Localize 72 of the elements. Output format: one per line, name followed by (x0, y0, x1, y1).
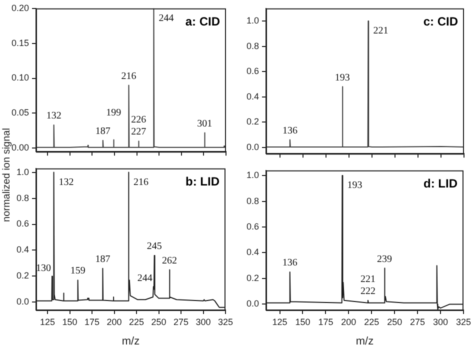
annotation: 130 (36, 262, 52, 274)
y-tick-label: 0.6 (16, 218, 29, 229)
text: c: CID (423, 14, 458, 29)
y-tick-label: 0.4 (246, 91, 259, 102)
x-tick-label: 300 (196, 316, 211, 327)
x-tick-label: 175 (318, 316, 334, 327)
annotation: 244 (137, 273, 152, 284)
annotation: 136 (282, 125, 298, 136)
y-tick-label: 0.20 (11, 2, 29, 13)
text: d: LID (423, 176, 458, 191)
y-tick-label: 0.8 (246, 196, 259, 206)
y-tick-label: 0.15 (11, 38, 29, 48)
x-tick-label: 200 (106, 316, 122, 327)
x-tick-label: 125 (40, 316, 56, 327)
x-tick-label: 225 (364, 316, 380, 327)
annotation: 187 (95, 254, 110, 266)
annotation: 199 (106, 107, 122, 118)
x-axis-title: m/z (356, 335, 374, 348)
annotation: 216 (134, 176, 149, 188)
annotation: 244 (158, 13, 174, 24)
y-tick-label: 0.4 (246, 247, 259, 258)
annotation: 222 (360, 286, 376, 297)
annotation: 227 (131, 126, 146, 138)
y-tick-label: 0.8 (16, 192, 29, 203)
annotation: 216 (121, 70, 136, 82)
annotation: 262 (162, 255, 177, 266)
annotation: 221 (373, 26, 388, 37)
y-tick-label: 0.2 (16, 270, 29, 281)
y-tick-label: 0.0 (246, 142, 259, 152)
x-tick-label: 275 (173, 316, 189, 327)
y-tick-label: 0.8 (246, 40, 259, 51)
annotation: 301 (197, 118, 212, 130)
annotation: 245 (146, 241, 162, 252)
annotation: 221 (360, 274, 376, 285)
y-tick-label: 0.2 (246, 272, 259, 283)
y-tick-label: 0.6 (246, 221, 259, 232)
x-tick-label: 225 (129, 316, 144, 327)
annotation: 187 (95, 126, 110, 138)
x-tick-label: 200 (341, 316, 356, 327)
x-tick-label: 300 (433, 316, 448, 327)
x-tick-label: 125 (272, 316, 288, 327)
annotation: 193 (334, 72, 350, 84)
x-tick-label: 175 (84, 316, 100, 327)
annotation: 226 (131, 114, 146, 126)
y-axis-title: normalized ion signal (2, 128, 12, 222)
y-tick-label: 0.0 (16, 296, 29, 307)
y-tick-label: 0.6 (246, 66, 259, 76)
text: b: LID (185, 174, 220, 189)
annotation: 159 (70, 266, 86, 277)
y-tick-label: 0.10 (11, 72, 29, 83)
y-tick-label: 1.0 (246, 170, 259, 180)
y-tick-label: 1.0 (16, 166, 29, 177)
x-tick-label: 275 (410, 316, 426, 327)
x-tick-label: 150 (62, 316, 78, 327)
y-tick-label: 0.2 (246, 116, 259, 127)
x-tick-label: 325 (218, 316, 234, 327)
annotation: 132 (46, 110, 62, 122)
x-tick-label: 150 (295, 316, 310, 327)
x-tick-label: 250 (151, 316, 166, 327)
x-axis-title: m/z (122, 335, 140, 348)
y-tick-label: 1.0 (246, 16, 259, 26)
annotation: 193 (347, 180, 362, 192)
annotation: 136 (282, 258, 298, 269)
y-tick-label: 0.05 (11, 108, 29, 118)
y-tick-label: 0.00 (11, 142, 29, 153)
y-tick-label: 0.4 (16, 244, 29, 255)
x-tick-label: 250 (387, 316, 402, 327)
annotation: 132 (58, 176, 74, 188)
y-tick-label: 0.0 (246, 298, 259, 309)
x-tick-label: 325 (456, 316, 472, 327)
annotation: 239 (376, 254, 392, 265)
text: a: CID (185, 14, 220, 29)
